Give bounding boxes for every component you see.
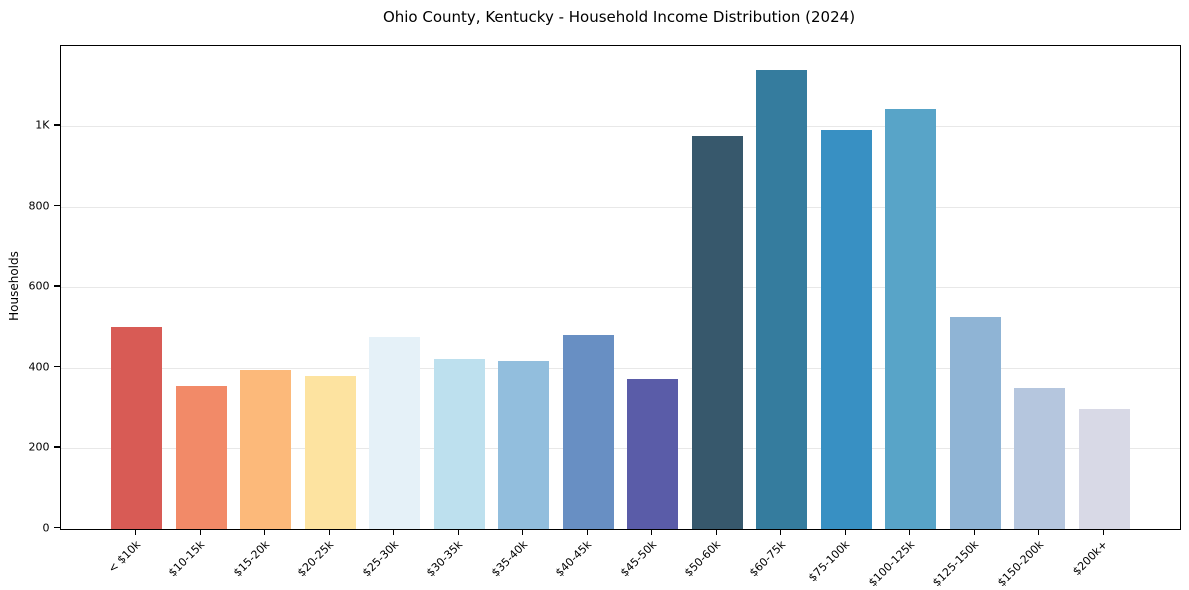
y-tick-label: 0	[42, 521, 50, 534]
x-tick-mark	[780, 528, 782, 535]
y-tick-label: 400	[28, 360, 50, 373]
y-tick-mark	[53, 446, 60, 448]
x-tick-mark	[1038, 528, 1040, 535]
bar-$60-75k	[756, 69, 808, 529]
bar-< $10k	[111, 327, 163, 529]
x-tick-mark	[586, 528, 588, 535]
y-tick-label: 800	[28, 199, 50, 212]
bar-$10-15k	[175, 386, 227, 529]
bar-$125-150k	[949, 317, 1001, 529]
bar-$20-25k	[304, 375, 356, 529]
x-tick-mark	[715, 528, 717, 535]
bar-$45-50k	[627, 379, 679, 529]
bar-$30-35k	[433, 359, 485, 529]
y-tick-label: 200	[28, 440, 50, 454]
x-tick-mark	[1102, 528, 1104, 535]
x-tick-mark	[199, 528, 201, 535]
bar-$50-60k	[691, 136, 743, 529]
y-tick-mark	[53, 365, 60, 368]
x-tick-mark	[844, 528, 846, 535]
gridline	[60, 448, 1180, 449]
x-tick-mark	[328, 528, 330, 535]
bar-$100-125k	[885, 108, 937, 529]
x-tick-mark	[651, 528, 653, 535]
x-tick-mark	[135, 528, 137, 535]
bar-$40-45k	[562, 335, 614, 529]
bar-$15-20k	[240, 370, 292, 529]
x-tick-mark	[522, 528, 524, 535]
x-tick-mark	[393, 528, 395, 535]
bar-$25-30k	[369, 337, 421, 529]
y-tick-label: 600	[28, 279, 50, 293]
bar-$200k+	[1078, 408, 1130, 529]
bar-$35-40k	[498, 361, 550, 529]
x-tick-mark	[457, 528, 459, 535]
gridline	[60, 367, 1180, 369]
plot-area	[59, 44, 1181, 530]
gridline	[60, 126, 1180, 127]
bar-$150-200k	[1014, 388, 1066, 529]
y-tick-mark	[53, 204, 60, 207]
y-tick-mark	[53, 285, 60, 287]
chart-title: Ohio County, Kentucky - Household Income…	[382, 8, 856, 26]
x-tick-label: < $10k	[105, 537, 143, 576]
y-tick-mark	[53, 526, 60, 529]
y-tick-label: 1K	[35, 118, 50, 132]
x-tick-mark	[909, 528, 911, 535]
gridline	[60, 287, 1180, 288]
gridline	[60, 206, 1180, 208]
x-tick-mark	[973, 528, 975, 535]
x-tick-mark	[264, 528, 266, 535]
y-tick-mark	[53, 124, 60, 126]
bar-$75-100k	[820, 130, 872, 529]
